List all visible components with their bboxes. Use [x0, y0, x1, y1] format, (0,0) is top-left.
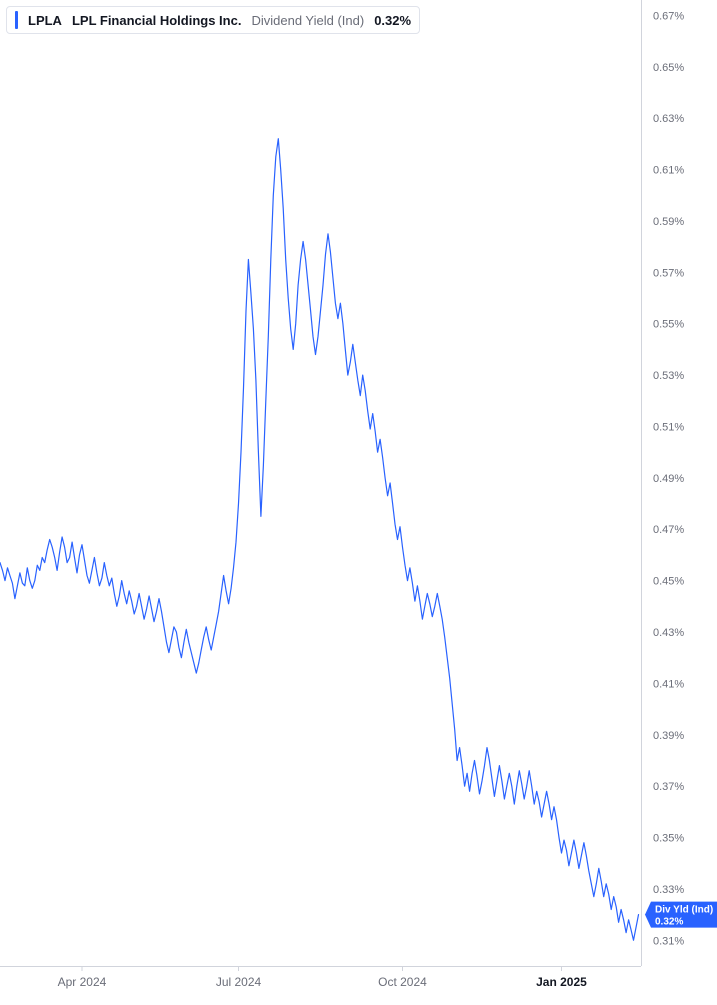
x-tick-label: Jul 2024 — [216, 975, 262, 989]
y-tick-label: 0.47% — [653, 524, 684, 536]
y-tick-label: 0.63% — [653, 113, 684, 125]
x-tick-label: Apr 2024 — [58, 975, 107, 989]
value-badge-value: 0.32% — [655, 917, 683, 928]
y-tick-label: 0.35% — [653, 833, 684, 845]
y-tick-label: 0.65% — [653, 62, 684, 74]
y-tick-label: 0.67% — [653, 10, 684, 22]
y-tick-label: 0.51% — [653, 421, 684, 433]
y-tick-label: 0.37% — [653, 781, 684, 793]
x-tick-label: Oct 2024 — [378, 975, 427, 989]
y-tick-label: 0.61% — [653, 165, 684, 177]
value-badge-title: Div Yld (Ind) — [655, 905, 713, 916]
y-tick-label: 0.33% — [653, 884, 684, 896]
y-tick-label: 0.53% — [653, 370, 684, 382]
y-tick-label: 0.49% — [653, 473, 684, 485]
yield-line-series — [0, 139, 639, 941]
dividend-yield-chart: 0.67% 0.65% 0.63% 0.61% 0.59% 0.57% 0.55% 0.53%… — [0, 0, 717, 1005]
y-tick-label: 0.31% — [653, 935, 684, 947]
y-tick-label: 0.43% — [653, 627, 684, 639]
y-tick-label: 0.59% — [653, 216, 684, 228]
y-tick-label: 0.39% — [653, 730, 684, 742]
x-tick-label: Jan 2025 — [536, 975, 587, 989]
y-tick-label: 0.57% — [653, 267, 684, 279]
y-tick-label: 0.45% — [653, 576, 684, 588]
y-tick-label: 0.41% — [653, 678, 684, 690]
y-tick-label: 0.55% — [653, 319, 684, 331]
